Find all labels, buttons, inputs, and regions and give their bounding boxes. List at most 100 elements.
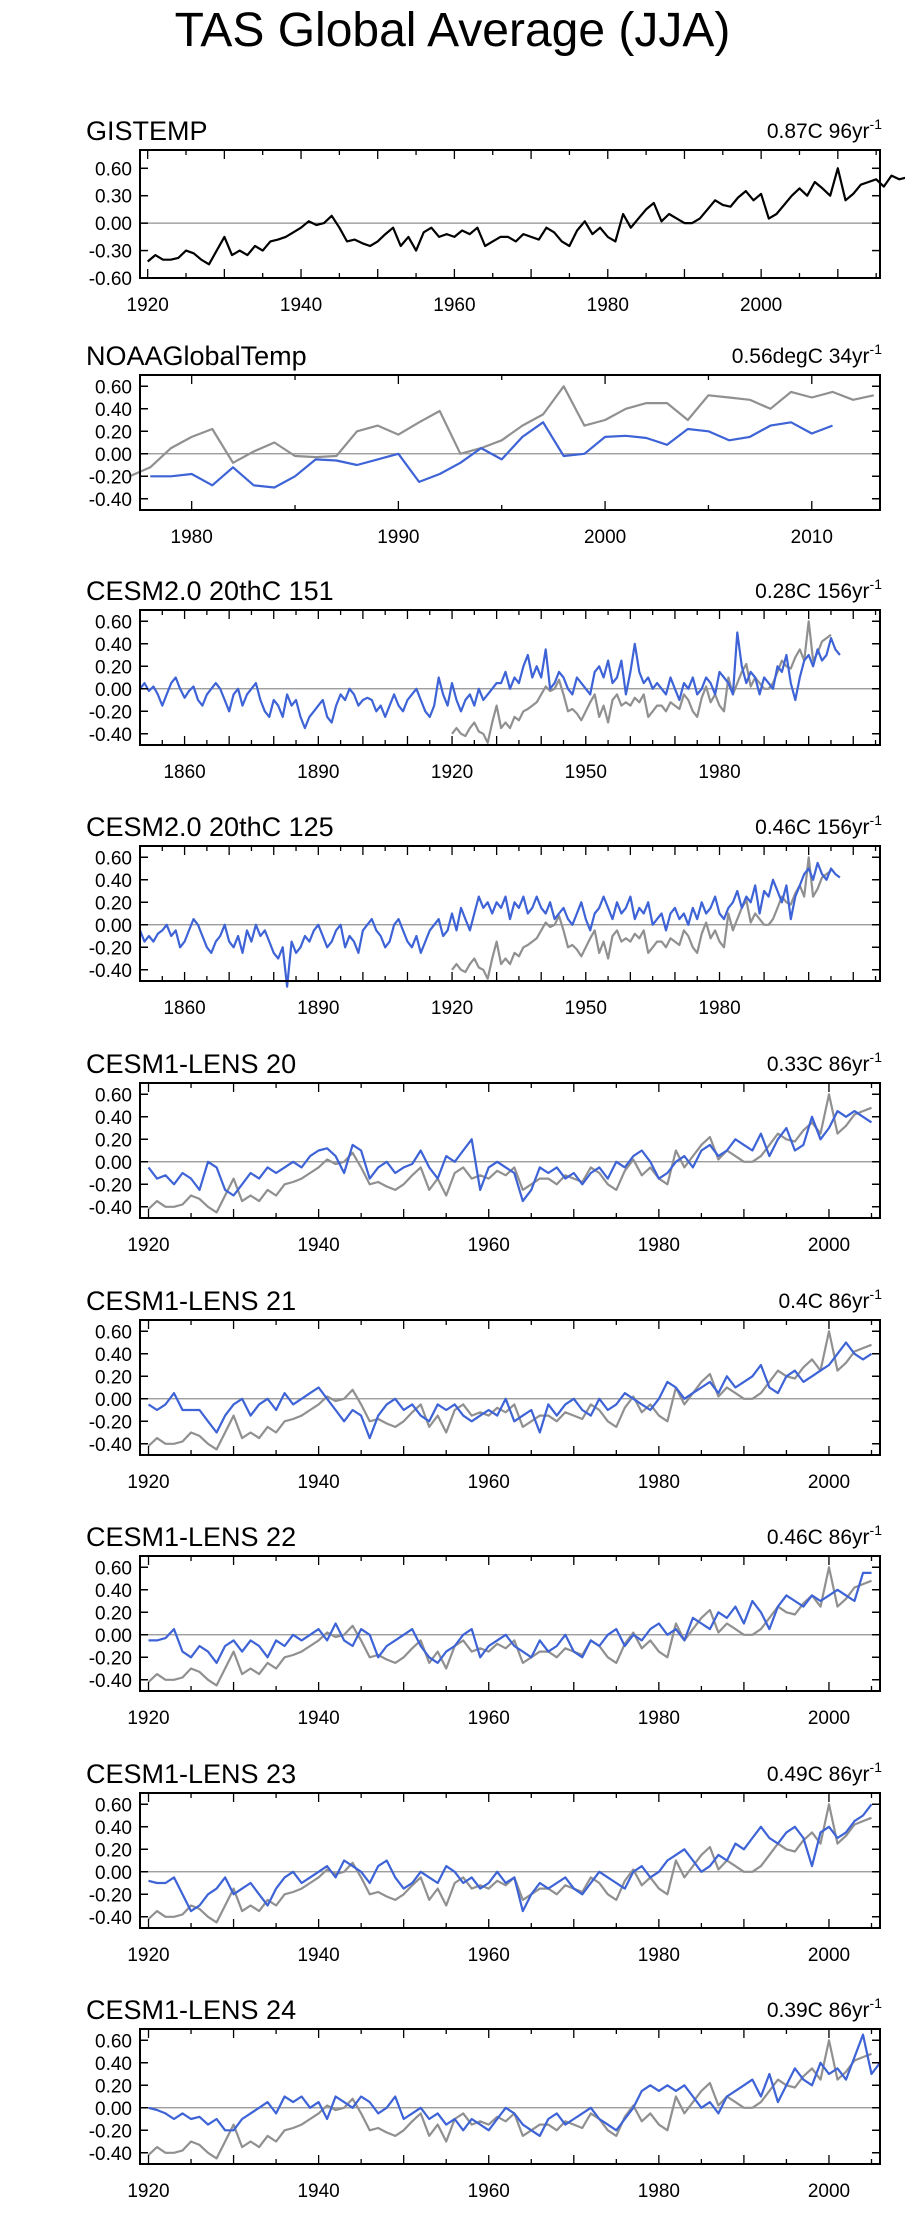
- model-series-line: [148, 2033, 881, 2137]
- x-tick-label: 2010: [791, 527, 833, 548]
- y-tick-label: -0.40: [89, 1908, 132, 1929]
- y-tick-label: -0.20: [89, 938, 132, 959]
- x-tick-label: 1960: [468, 1708, 510, 1729]
- y-tick-label: 0.40: [95, 635, 132, 656]
- y-tick-label: -0.40: [89, 1198, 132, 1219]
- plot-frame: [139, 1555, 881, 1692]
- y-tick-label: 0.40: [95, 2054, 132, 2075]
- trend-exponent: -1: [870, 1522, 883, 1538]
- trend-label: 0.28C 156yr-1: [755, 576, 882, 603]
- y-tick-label: -0.20: [89, 1648, 132, 1669]
- trend-exponent: -1: [870, 1759, 883, 1775]
- y-tick-label: 0.60: [95, 612, 132, 633]
- x-tick-label: 1890: [297, 998, 339, 1019]
- plot-frame: [139, 374, 881, 511]
- y-tick-label: 0.60: [95, 2031, 132, 2052]
- y-tick-label: 0.20: [95, 1840, 132, 1861]
- x-tick-label: 1980: [587, 295, 629, 316]
- x-tick-label: 1960: [468, 1945, 510, 1966]
- x-tick-label: 1980: [638, 1945, 680, 1966]
- trend-label: 0.39C 86yr-1: [767, 1995, 882, 2022]
- model-series-line: [150, 421, 833, 489]
- y-tick-label: 0.40: [95, 1581, 132, 1602]
- reference-series-line: [451, 620, 832, 744]
- y-tick-label: 0.00: [95, 916, 132, 937]
- x-tick-label: 2000: [808, 2181, 850, 2202]
- x-tick-label: 1920: [127, 1945, 169, 1966]
- y-tick-label: 0.00: [95, 445, 132, 466]
- model-series-line: [148, 1803, 873, 1913]
- chart-panel: CESM1-LENS 22 0.46C 86yr-1 0.600.400.200.0…: [86, 1522, 882, 1729]
- plot-frame: [139, 845, 881, 982]
- y-tick-label: -0.40: [89, 1671, 132, 1692]
- reference-series-line: [147, 1566, 872, 1687]
- panel-title: CESM1-LENS 24: [86, 1995, 296, 2025]
- x-tick-label: 1940: [297, 1708, 339, 1729]
- y-tick-label: -0.40: [89, 2144, 132, 2165]
- trend-exponent: -1: [870, 116, 883, 132]
- y-tick-label: -0.40: [89, 1435, 132, 1456]
- x-tick-label: 1940: [297, 1235, 339, 1256]
- panel-title: CESM2.0 20thC 125: [86, 812, 334, 842]
- chart-panel: CESM2.0 20thC 125 0.46C 156yr-10.600.400.…: [86, 812, 882, 1019]
- x-tick-label: 2000: [808, 1708, 850, 1729]
- y-tick-label: -0.20: [89, 1175, 132, 1196]
- y-tick-label: 0.00: [95, 680, 132, 701]
- x-tick-label: 1980: [698, 998, 740, 1019]
- observed-series-line: [146, 167, 905, 266]
- chart-panel: GISTEMP 0.87C 96yr-1 0.60 0.30 0.00 -0.30 -0.6…: [86, 116, 905, 316]
- x-tick-label: 1920: [431, 762, 473, 783]
- x-tick-label: 1920: [127, 2181, 169, 2202]
- y-tick-label: -0.40: [89, 725, 132, 746]
- x-tick-label: 1980: [638, 1472, 680, 1493]
- x-tick-label: 1890: [297, 762, 339, 783]
- y-tick-label: -0.20: [89, 1885, 132, 1906]
- panel-title: CESM2.0 20thC 151: [86, 576, 334, 606]
- y-tick-label: 0.20: [95, 422, 132, 443]
- x-tick-label: 1920: [431, 998, 473, 1019]
- y-tick-label: 0.20: [95, 1130, 132, 1151]
- y-tick-label: 0.30: [95, 187, 132, 208]
- y-tick-label: 0.00: [95, 2099, 132, 2120]
- trend-value: 0.28C 156yr: [755, 580, 869, 603]
- trend-label: 0.46C 86yr-1: [767, 1522, 882, 1549]
- x-tick-label: 1980: [171, 527, 213, 548]
- plot-frame: [139, 2028, 881, 2165]
- trend-label: 0.4C 86yr-1: [779, 1286, 883, 1313]
- model-series-line: [148, 1571, 872, 1665]
- x-tick-label: 1960: [468, 1472, 510, 1493]
- y-tick-label: 0.20: [95, 2076, 132, 2097]
- trend-label: 0.56degC 34yr-1: [732, 341, 882, 368]
- y-tick-label: 0.00: [95, 1153, 132, 1174]
- x-tick-label: 1860: [163, 998, 205, 1019]
- y-tick-label: 0.20: [95, 1367, 132, 1388]
- trend-exponent: -1: [870, 1286, 883, 1302]
- x-tick-label: 1950: [565, 762, 607, 783]
- y-tick-label: 0.60: [95, 159, 132, 180]
- chart-panel: CESM1-LENS 23 0.49C 86yr-1 0.600.400.200.0…: [86, 1759, 882, 1966]
- trend-value: 0.49C 86yr: [767, 1763, 870, 1786]
- y-tick-label: 0.40: [95, 1108, 132, 1129]
- y-tick-label: -0.20: [89, 2121, 132, 2142]
- x-tick-label: 2000: [740, 295, 782, 316]
- chart-panel: CESM1-LENS 24 0.39C 86yr-1 0.600.400.200.0…: [86, 1995, 882, 2202]
- reference-series-line: [147, 1330, 872, 1451]
- y-tick-label: 0.00: [95, 1626, 132, 1647]
- y-tick-label: 0.20: [95, 657, 132, 678]
- page-title: TAS Global Average (JJA): [174, 4, 731, 57]
- x-tick-label: 2000: [808, 1235, 850, 1256]
- y-tick-label: -0.60: [89, 269, 132, 290]
- model-series-line: [139, 631, 841, 730]
- x-tick-label: 1920: [127, 1472, 169, 1493]
- x-tick-label: 2000: [808, 1945, 850, 1966]
- reference-series-line: [451, 856, 832, 980]
- x-tick-label: 2000: [808, 1472, 850, 1493]
- panel-title: CESM1-LENS 23: [86, 1759, 296, 1789]
- y-tick-label: -0.40: [89, 961, 132, 982]
- y-tick-label: 0.20: [95, 1603, 132, 1624]
- y-tick-label: 0.60: [95, 1558, 132, 1579]
- x-tick-label: 1960: [433, 295, 475, 316]
- y-tick-label: 0.60: [95, 848, 132, 869]
- x-tick-label: 1920: [127, 1235, 169, 1256]
